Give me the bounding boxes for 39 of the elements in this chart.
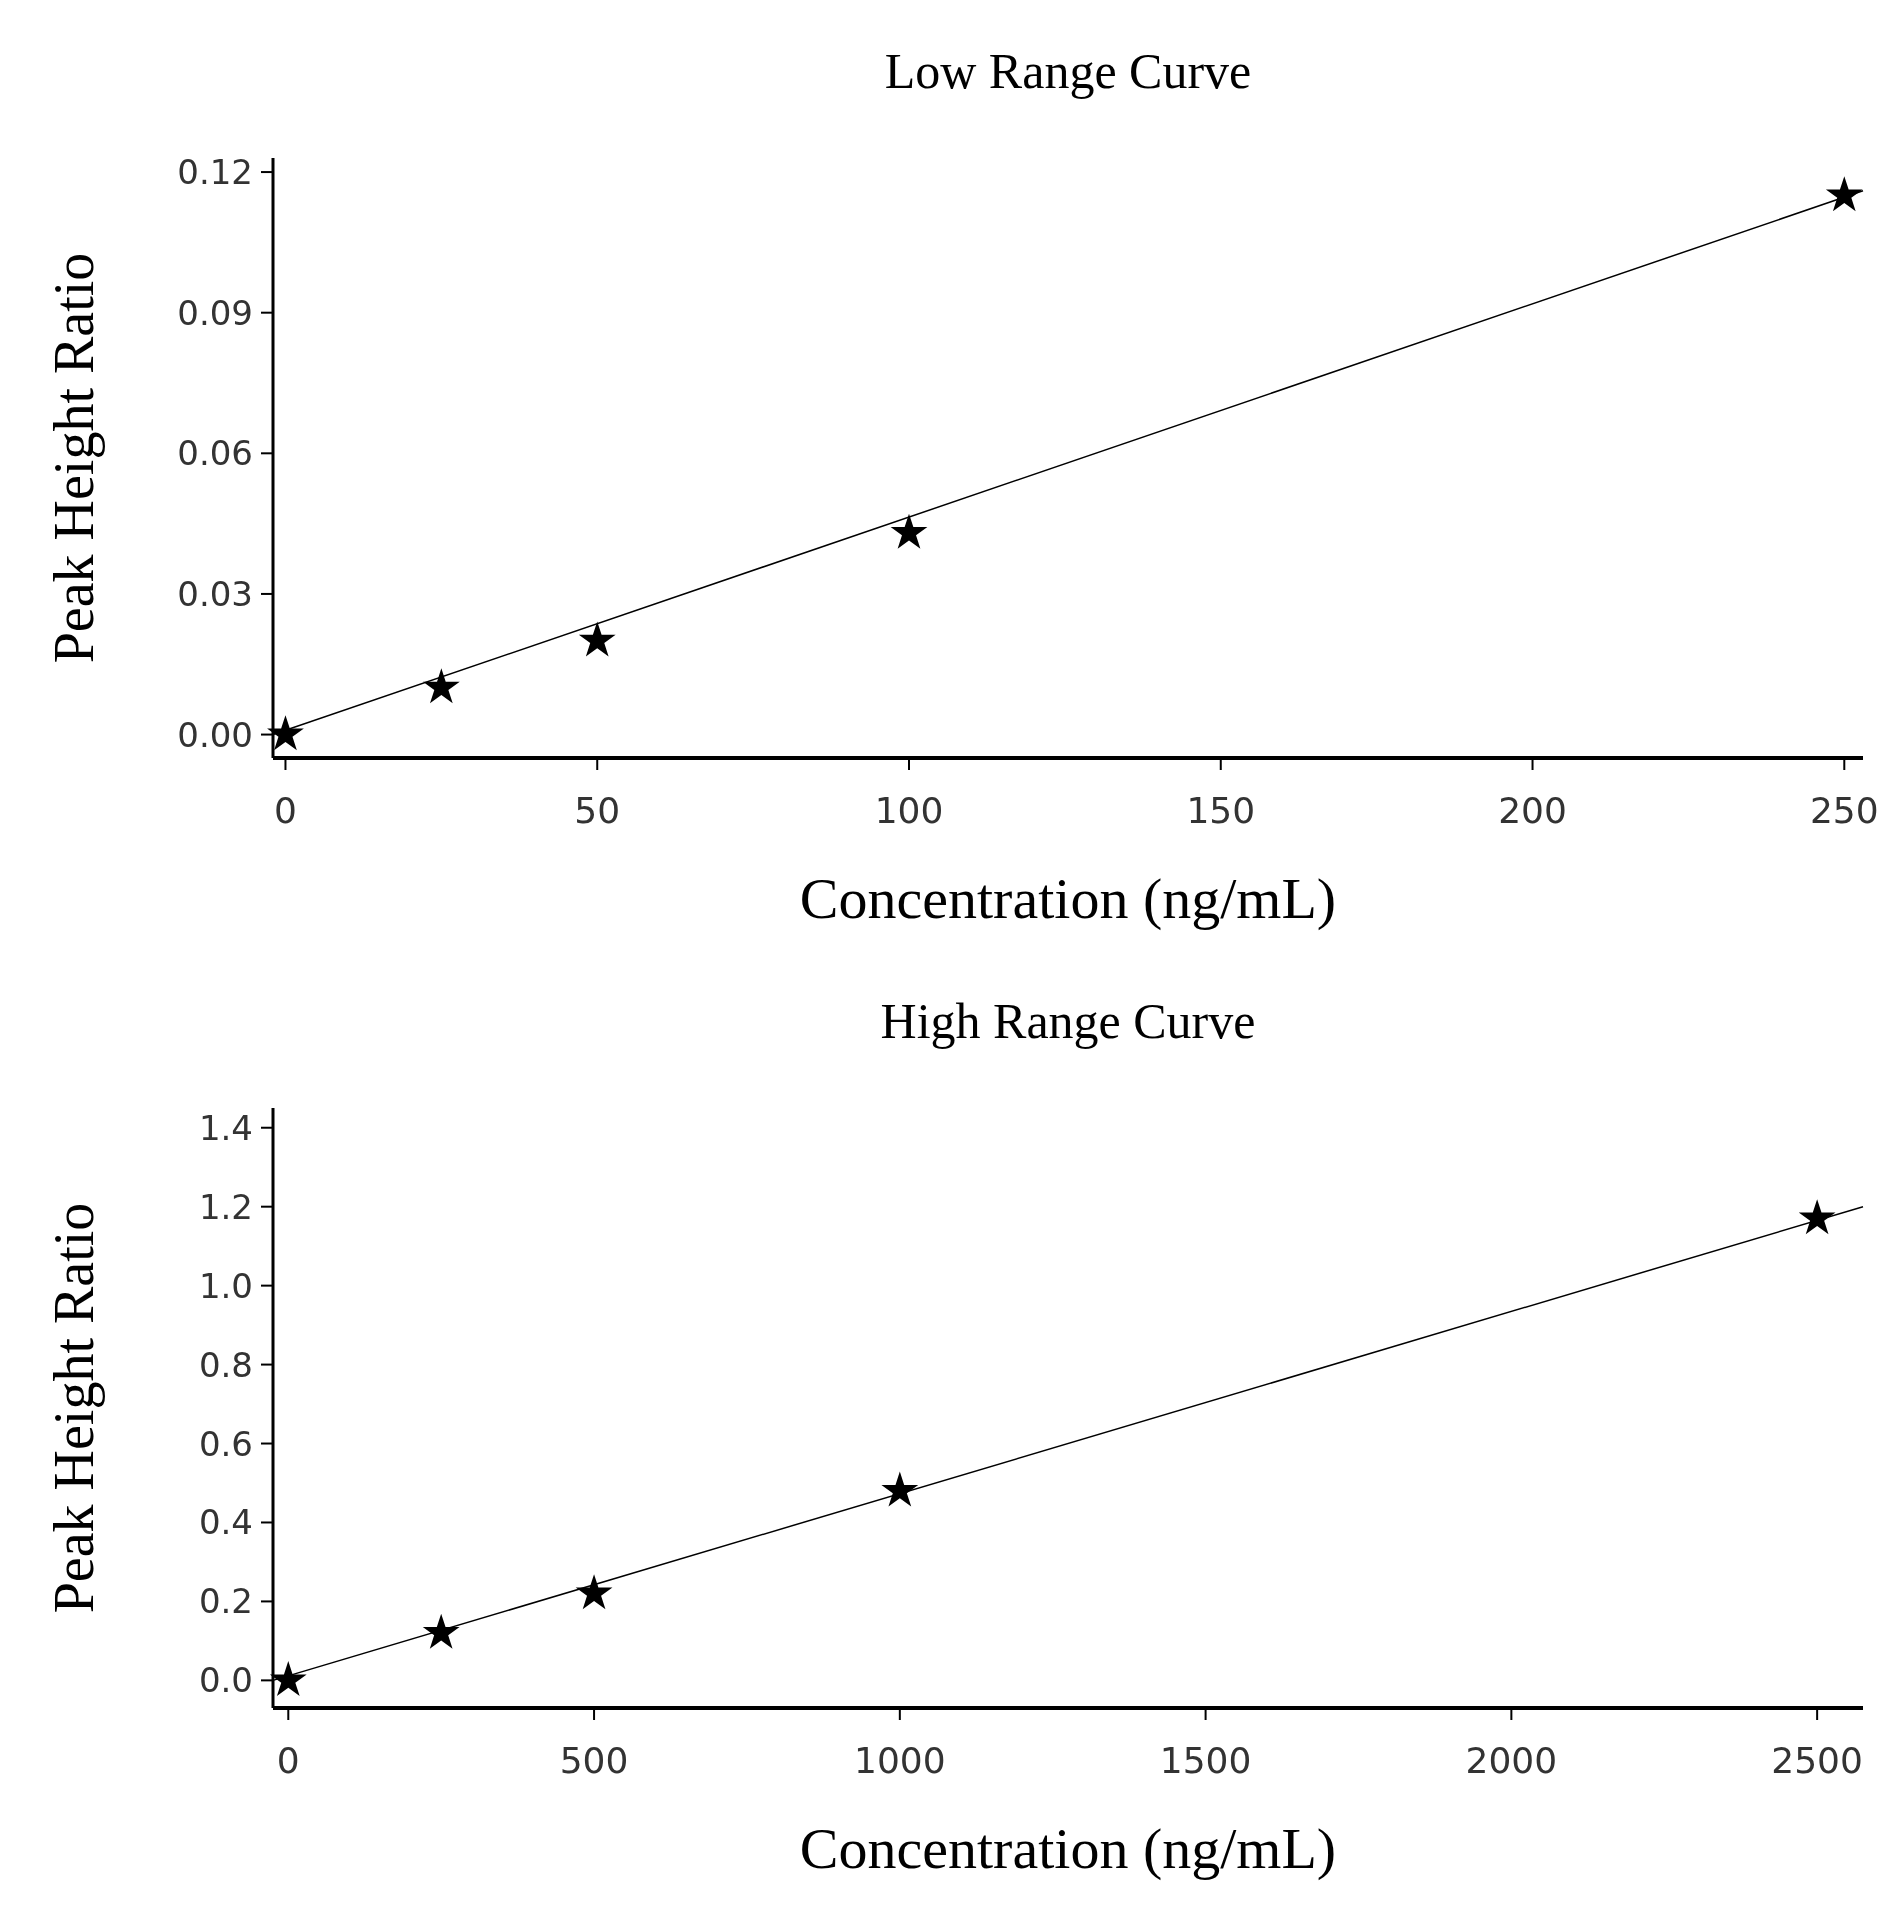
point	[578, 621, 616, 657]
y-axis-title: Peak Height Ratio	[43, 252, 105, 664]
y-tick-label: 0.2	[198, 1581, 253, 1622]
y-tick-label: 0.6	[198, 1423, 253, 1464]
point	[575, 1574, 613, 1610]
x-tick-label: 100	[874, 790, 944, 831]
x-tick-label: 500	[559, 1740, 629, 1781]
y-tick-label: 0.8	[198, 1344, 253, 1385]
y-tick-label: 1.2	[198, 1186, 253, 1227]
x-tick-label: 200	[1498, 790, 1567, 831]
point	[422, 668, 460, 704]
y-tick-label: 1.4	[198, 1107, 253, 1148]
chart-title: Low Range Curve	[884, 43, 1252, 99]
x-tick-label: 1500	[1159, 1740, 1252, 1781]
y-axis-title: Peak Height Ratio	[43, 1202, 105, 1614]
y-tick-label: 0.06	[177, 433, 253, 474]
x-axis-title: Concentration (ng/mL)	[799, 866, 1337, 931]
x-tick-label: 0	[274, 790, 297, 831]
x-tick-label: 250	[1809, 790, 1879, 831]
point	[890, 513, 928, 549]
x-tick-label: 2500	[1771, 1740, 1863, 1781]
y-tick-label: 0.0	[198, 1660, 253, 1701]
x-tick-label: 0	[276, 1740, 300, 1781]
point	[881, 1471, 919, 1507]
x-axis-title: Concentration (ng/mL)	[799, 1816, 1337, 1881]
y-tick-label: 0.09	[177, 292, 253, 333]
x-tick-label: 1000	[854, 1740, 946, 1781]
x-tick-label: 150	[1186, 790, 1256, 831]
point	[269, 1661, 307, 1697]
y-tick-label: 0.12	[177, 152, 253, 193]
x-tick-label: 50	[574, 790, 621, 831]
y-tick-label: 0.03	[177, 573, 253, 614]
y-tick-label: 0.00	[177, 714, 253, 755]
point	[422, 1613, 460, 1649]
x-tick-label: 2000	[1465, 1740, 1558, 1781]
y-tick-label: 0.4	[198, 1502, 253, 1543]
point	[267, 715, 304, 751]
y-tick-label: 1.0	[198, 1265, 253, 1306]
chart-title: High Range Curve	[880, 993, 1256, 1049]
